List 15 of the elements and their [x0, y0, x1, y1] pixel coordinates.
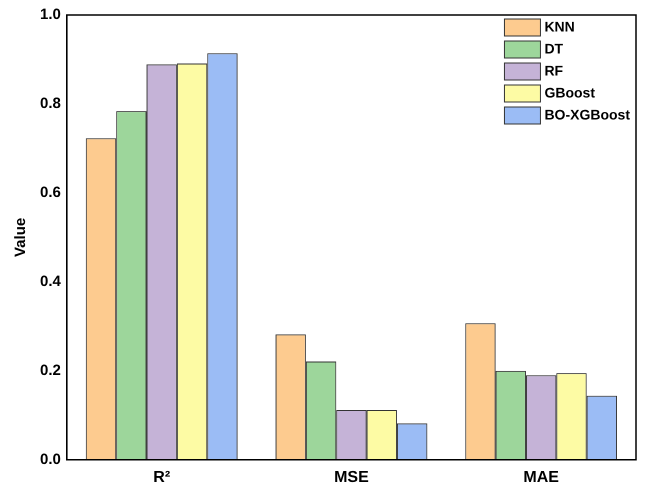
- y-tick-label: 1.0: [40, 6, 61, 24]
- x-tick-label: MAE: [523, 468, 560, 486]
- y-tick-label: 0.0: [40, 450, 61, 468]
- legend-label: GBoost: [544, 84, 596, 100]
- y-tick-label: 0.8: [40, 95, 61, 112]
- legend-label: KNN: [544, 18, 575, 34]
- legend-label: DT: [544, 40, 564, 56]
- y-axis-title: Value: [12, 218, 30, 257]
- x-tick-label: MSE: [334, 468, 370, 486]
- x-tick-label: R²: [153, 468, 170, 486]
- y-tick-label: 0.2: [40, 362, 61, 379]
- y-tick-label: 0.6: [40, 184, 61, 202]
- y-tick-label: 0.4: [40, 273, 62, 290]
- legend-label: BO-XGBoost: [544, 106, 630, 122]
- legend-label: RF: [544, 62, 564, 78]
